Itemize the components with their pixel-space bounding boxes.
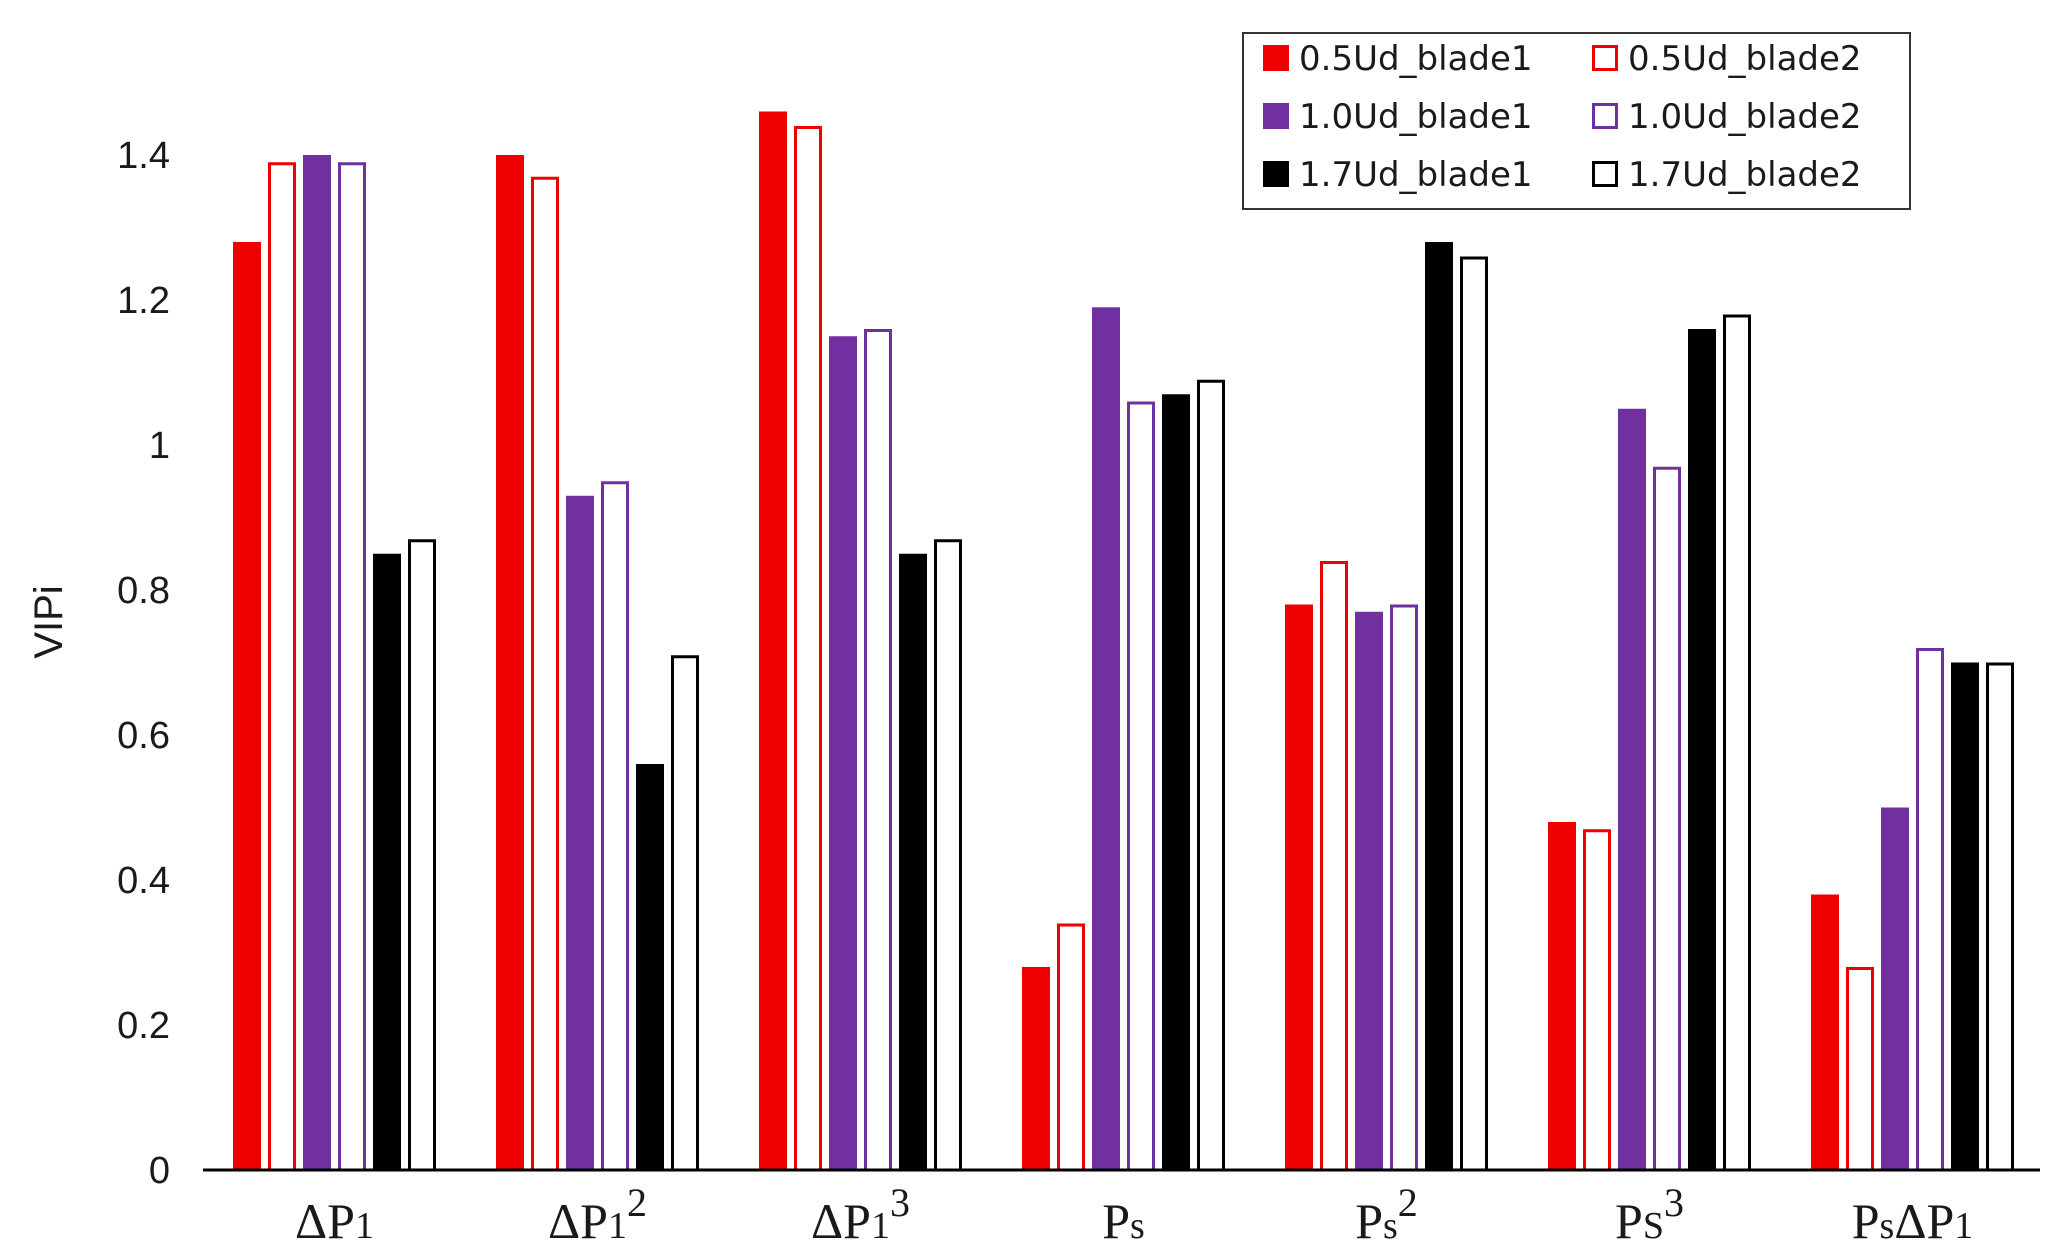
bar-0-5ud-blade2 — [794, 126, 822, 1172]
bar-1-7ud-blade1 — [636, 764, 664, 1170]
x-category-label: ΔP1 — [295, 1193, 374, 1249]
bar-1-7ud-blade1 — [1162, 394, 1190, 1170]
bar-1-0ud-blade1 — [1092, 307, 1120, 1170]
bar-0-5ud-blade2 — [1583, 829, 1611, 1172]
x-axis-category-labels: ΔP1 ΔP12 ΔP13 Ps Ps2 PS3 PsΔP1 — [295, 1180, 1973, 1249]
legend-swatch — [1263, 45, 1289, 71]
bar-1-0ud-blade2 — [338, 162, 366, 1172]
y-tick-label: 0.6 — [117, 715, 170, 757]
legend-label: 0.5Ud_blade1 — [1299, 39, 1533, 79]
bar-1-7ud-blade2 — [1460, 256, 1488, 1172]
bar-1-0ud-blade1 — [1881, 807, 1909, 1170]
bar-0-5ud-blade1 — [1022, 967, 1050, 1170]
bar-0-5ud-blade2 — [268, 162, 296, 1172]
x-category-label: Ps — [1102, 1193, 1145, 1249]
bar-1-0ud-blade2 — [864, 329, 892, 1172]
bar-1-0ud-blade1 — [303, 155, 331, 1170]
x-category-label: PsΔP1 — [1852, 1193, 1974, 1249]
y-axis-label: VIPi — [27, 585, 71, 658]
legend-label: 1.7Ud_blade2 — [1628, 155, 1862, 195]
bar-0-5ud-blade1 — [1811, 894, 1839, 1170]
bar-1-7ud-blade2 — [408, 539, 436, 1172]
bar-1-7ud-blade2 — [671, 655, 699, 1172]
bar-0-5ud-blade1 — [1285, 604, 1313, 1170]
legend-label: 1.7Ud_blade1 — [1299, 155, 1533, 195]
bar-1-7ud-blade2 — [1986, 662, 2014, 1172]
bar-1-7ud-blade2 — [1197, 379, 1225, 1172]
bar-0-5ud-blade2 — [1846, 967, 1874, 1172]
legend-swatch — [1592, 45, 1618, 71]
bar-0-5ud-blade2 — [1057, 923, 1085, 1172]
y-tick-label: 1.4 — [117, 135, 170, 177]
y-tick-label: 0.4 — [117, 860, 170, 902]
bar-1-0ud-blade1 — [829, 336, 857, 1170]
legend-swatch — [1592, 103, 1618, 129]
bar-1-7ud-blade1 — [373, 553, 401, 1170]
bars — [233, 111, 2014, 1172]
legend-swatch — [1263, 103, 1289, 129]
legend-swatch — [1592, 161, 1618, 187]
bar-1-7ud-blade1 — [1951, 662, 1979, 1170]
y-tick-label: 0.2 — [117, 1005, 170, 1047]
bar-1-0ud-blade2 — [1916, 648, 1944, 1172]
legend-label: 1.0Ud_blade2 — [1628, 97, 1862, 137]
bar-0-5ud-blade1 — [233, 242, 261, 1170]
y-tick-label: 1.2 — [117, 280, 170, 322]
y-tick-label: 0 — [149, 1150, 170, 1192]
bar-1-0ud-blade2 — [601, 481, 629, 1172]
bar-0-5ud-blade1 — [496, 155, 524, 1170]
bar-0-5ud-blade2 — [1320, 561, 1348, 1172]
bar-1-7ud-blade1 — [1425, 242, 1453, 1170]
y-axis-ticks: 0 0.2 0.4 0.6 0.8 1 1.2 1.4 — [117, 135, 170, 1192]
bar-1-0ud-blade1 — [1355, 611, 1383, 1170]
x-category-label: PS3 — [1615, 1180, 1684, 1249]
x-category-label: Ps2 — [1355, 1180, 1418, 1249]
bar-1-7ud-blade1 — [1688, 329, 1716, 1170]
bar-1-0ud-blade2 — [1127, 401, 1155, 1172]
legend-swatch — [1263, 161, 1289, 187]
bar-0-5ud-blade2 — [531, 176, 559, 1172]
x-category-label: ΔP12 — [548, 1180, 647, 1249]
bar-1-0ud-blade2 — [1390, 604, 1418, 1172]
y-tick-label: 1 — [149, 425, 170, 467]
legend-label: 1.0Ud_blade1 — [1299, 97, 1533, 137]
y-tick-label: 0.8 — [117, 570, 170, 612]
legend-box — [1242, 32, 1911, 210]
bar-1-7ud-blade2 — [1723, 314, 1751, 1172]
bar-1-7ud-blade1 — [899, 553, 927, 1170]
legend-label: 0.5Ud_blade2 — [1628, 39, 1862, 79]
x-category-label: ΔP13 — [811, 1180, 910, 1249]
bar-0-5ud-blade1 — [759, 111, 787, 1170]
bar-0-5ud-blade1 — [1548, 822, 1576, 1170]
legend: 0.5Ud_blade1 0.5Ud_blade2 1.0Ud_blade1 1.0U… — [1242, 32, 1911, 210]
bar-1-0ud-blade1 — [1618, 408, 1646, 1170]
bar-1-0ud-blade2 — [1653, 466, 1681, 1172]
bar-1-0ud-blade1 — [566, 495, 594, 1170]
bar-1-7ud-blade2 — [934, 539, 962, 1172]
